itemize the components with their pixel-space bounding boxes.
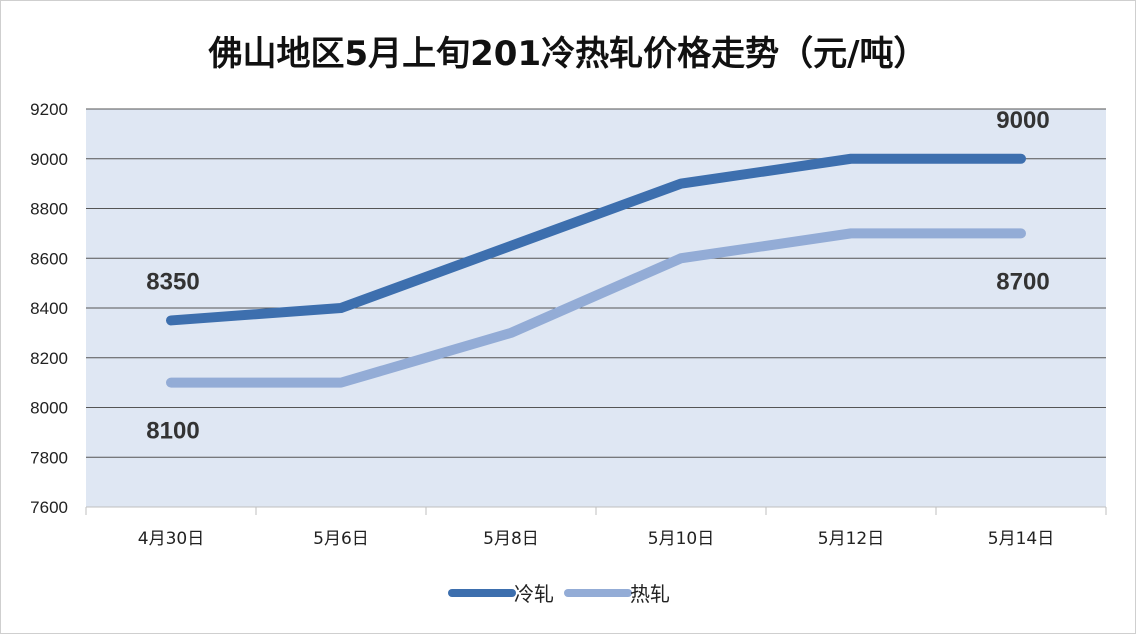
- data-labels: 8350 9000 8100 8700: [146, 107, 1049, 445]
- legend-label: 冷轧: [514, 582, 554, 606]
- data-point: [170, 319, 172, 322]
- y-tick-label: 7800: [30, 448, 68, 467]
- x-tick-label: 5月6日: [313, 529, 369, 549]
- y-tick-label: 8400: [30, 299, 68, 318]
- y-tick-label: 9200: [30, 100, 68, 119]
- x-axis: 4月30日 5月6日 5月8日 5月10日 5月12日 5月14日: [85, 506, 1107, 549]
- data-point: [510, 244, 512, 247]
- data-point: [680, 257, 682, 260]
- data-point: [850, 232, 852, 235]
- legend-label: 热轧: [630, 582, 670, 606]
- data-point: [850, 157, 852, 160]
- y-tick-label: 8000: [30, 399, 68, 418]
- y-tick-label: 8600: [30, 249, 68, 268]
- legend: 冷轧 热轧: [448, 582, 670, 606]
- y-tick-label: 7600: [30, 498, 68, 517]
- data-label: 9000: [996, 107, 1049, 134]
- x-tick-label: 5月8日: [483, 529, 539, 549]
- data-point: [340, 307, 342, 309]
- y-tick-label: 8800: [30, 200, 68, 219]
- data-label: 8700: [996, 268, 1049, 295]
- x-tick-label: 5月10日: [648, 529, 714, 549]
- data-point: [680, 182, 682, 185]
- data-point: [340, 381, 342, 384]
- data-point: [1020, 232, 1022, 235]
- y-axis-ticks: 7600 7800 8000 8200 8400 8600 8800 9000 9200: [30, 100, 68, 517]
- y-tick-label: 9000: [30, 150, 68, 169]
- x-tick-label: 5月14日: [988, 529, 1054, 549]
- data-label: 8350: [146, 268, 199, 295]
- x-tick-label: 4月30日: [138, 529, 204, 549]
- series-line-cold-rolled: [166, 153, 1026, 326]
- data-point: [170, 381, 172, 384]
- data-point: [1020, 157, 1022, 160]
- data-label: 8100: [146, 418, 199, 445]
- data-point: [510, 331, 512, 334]
- y-tick-label: 8200: [30, 349, 68, 368]
- series-lines: [166, 153, 1026, 388]
- series-line-hot-rolled: [166, 228, 1026, 388]
- chart-title: 佛山地区5月上旬201冷热轧价格走势（元/吨）: [208, 34, 928, 74]
- x-tick-label: 5月12日: [818, 529, 884, 549]
